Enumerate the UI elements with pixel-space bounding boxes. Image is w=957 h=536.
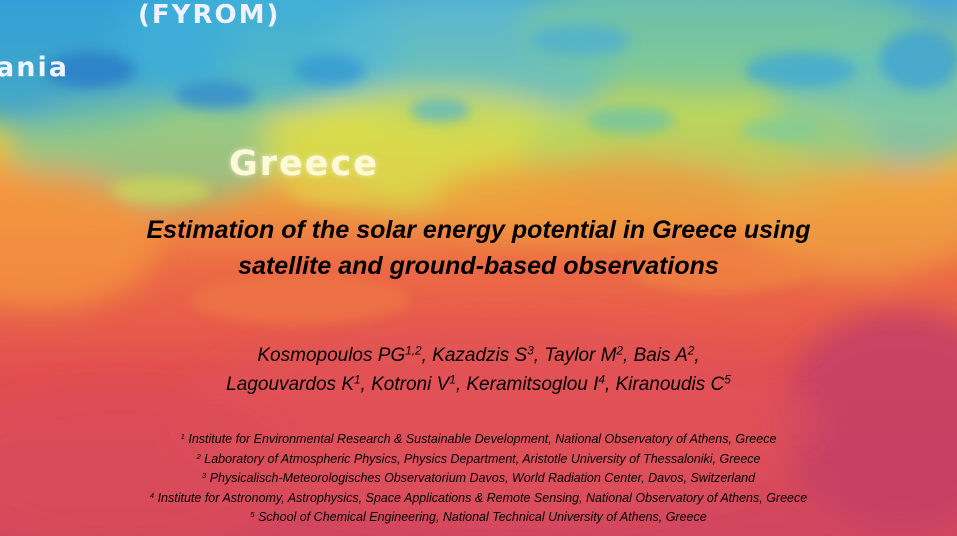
affiliation-item: 5 School of Chemical Engineering, Nation… <box>250 509 707 524</box>
author: Kosmopoulos PG1,2, <box>257 344 433 366</box>
affiliation-list: 1 Institute for Environmental Research &… <box>40 430 917 528</box>
author: Kotroni V1, <box>371 373 467 395</box>
affiliation-item: 4 Institute for Astronomy, Astrophysics,… <box>149 490 808 505</box>
map-label-fyrom: (FYROM) <box>138 0 281 30</box>
presentation-title: Estimation of the solar energy potential… <box>40 212 917 284</box>
affiliation-item: 1 Institute for Environmental Research &… <box>180 431 777 446</box>
affiliation-item: 3 Physicalisch-Meteorologisches Observat… <box>201 470 756 485</box>
author: Taylor M2, <box>544 344 634 366</box>
title-line-1: Estimation of the solar energy potential… <box>146 216 811 244</box>
author-list: Kosmopoulos PG1,2, Kazadzis S3, Taylor M… <box>40 341 917 399</box>
title-line-2: satellite and ground-based observations <box>238 252 719 280</box>
author: Lagouvardos K1, <box>226 373 372 395</box>
author: Bais A2, <box>633 344 700 366</box>
author: Kazadzis S3, <box>432 344 545 366</box>
author: Keramitsoglou I4, <box>466 373 616 395</box>
author-line-1: Kosmopoulos PG1,2, Kazadzis S3, Taylor M… <box>40 341 917 370</box>
affiliation-item: 2 Laboratory of Atmospheric Physics, Phy… <box>196 451 761 466</box>
author-line-2: Lagouvardos K1, Kotroni V1, Keramitsoglo… <box>40 370 917 399</box>
map-label-greece: Greece <box>229 144 379 184</box>
author: Kiranoudis C5 <box>615 373 731 395</box>
map-label-albania: ania <box>0 52 69 83</box>
